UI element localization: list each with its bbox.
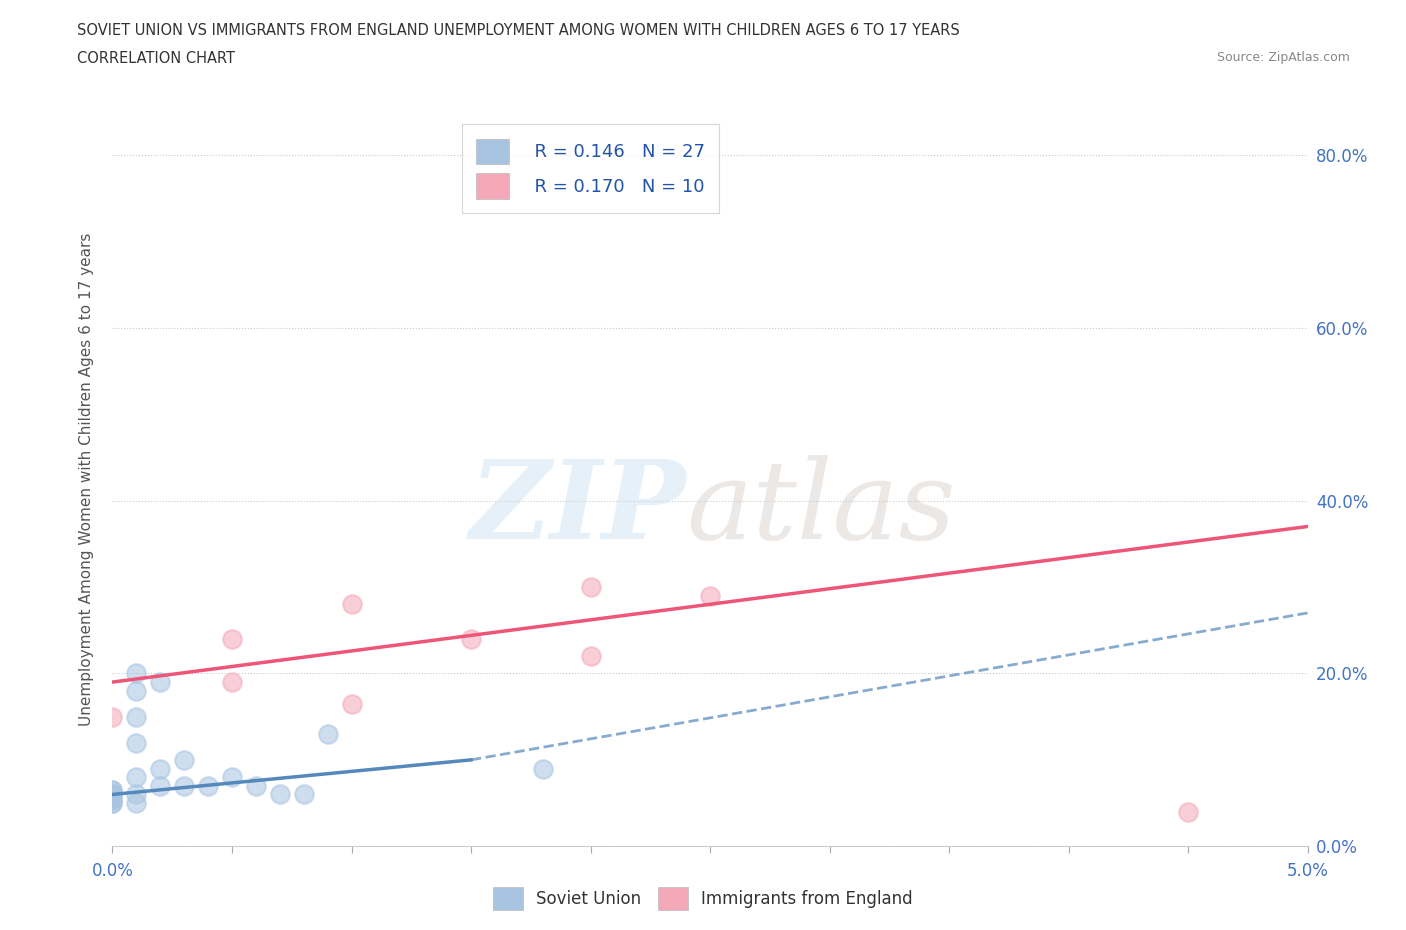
Point — [101, 710, 124, 724]
Text: atlas: atlas — [686, 455, 956, 562]
Point — [125, 770, 148, 785]
Point — [149, 674, 172, 689]
Legend: Soviet Union, Immigrants from England: Soviet Union, Immigrants from England — [486, 880, 920, 917]
Point — [460, 631, 482, 646]
Point — [125, 666, 148, 681]
Point — [101, 787, 124, 802]
Point — [699, 588, 721, 603]
Point — [340, 697, 363, 711]
Point — [125, 684, 148, 698]
Point — [101, 796, 124, 811]
Point — [221, 631, 243, 646]
Text: ZIP: ZIP — [470, 455, 686, 562]
Point — [101, 783, 124, 798]
Point — [125, 710, 148, 724]
Point — [125, 796, 148, 811]
Point — [316, 726, 339, 741]
Text: CORRELATION CHART: CORRELATION CHART — [77, 51, 235, 66]
Point — [579, 649, 602, 664]
Point — [101, 787, 124, 802]
Text: Source: ZipAtlas.com: Source: ZipAtlas.com — [1216, 51, 1350, 64]
Point — [197, 778, 219, 793]
Point — [149, 761, 172, 776]
Point — [101, 783, 124, 798]
Point — [101, 796, 124, 811]
Point — [292, 787, 315, 802]
Point — [221, 770, 243, 785]
Text: SOVIET UNION VS IMMIGRANTS FROM ENGLAND UNEMPLOYMENT AMONG WOMEN WITH CHILDREN A: SOVIET UNION VS IMMIGRANTS FROM ENGLAND … — [77, 23, 960, 38]
Point — [221, 674, 243, 689]
Point — [101, 791, 124, 806]
Legend:   R = 0.146   N = 27,   R = 0.170   N = 10: R = 0.146 N = 27, R = 0.170 N = 10 — [461, 125, 720, 213]
Y-axis label: Unemployment Among Women with Children Ages 6 to 17 years: Unemployment Among Women with Children A… — [79, 232, 94, 725]
Point — [1177, 804, 1199, 819]
Point — [269, 787, 291, 802]
Point — [340, 597, 363, 612]
Point — [579, 579, 602, 594]
Point — [173, 778, 195, 793]
Point — [101, 791, 124, 806]
Point — [125, 787, 148, 802]
Point — [531, 761, 554, 776]
Point — [173, 752, 195, 767]
Point — [149, 778, 172, 793]
Point — [125, 735, 148, 750]
Point — [245, 778, 267, 793]
